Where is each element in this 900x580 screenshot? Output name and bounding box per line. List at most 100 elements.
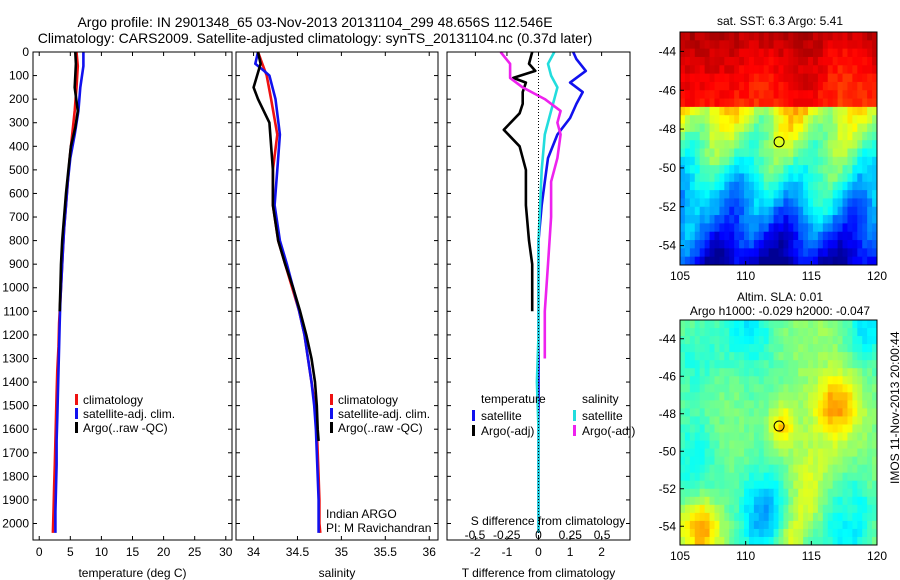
sla-map-cell xyxy=(793,456,799,466)
sst-map-cell xyxy=(709,98,715,108)
sla-map-cell xyxy=(758,488,765,498)
salinity-x-tick-label: 36 xyxy=(423,545,437,559)
sst-map-cell xyxy=(729,223,735,233)
sst-map-cell xyxy=(744,98,750,108)
sst-map-cell xyxy=(744,40,750,50)
sla-map-cell xyxy=(847,496,853,506)
sst-map-cell xyxy=(872,173,878,183)
sst-map-cell xyxy=(753,240,760,249)
sst-map-cell xyxy=(857,148,863,158)
sla-map-cell xyxy=(778,448,784,458)
sla-map-cell xyxy=(837,536,843,546)
sla-map-cell xyxy=(788,392,794,401)
sst-map-cell xyxy=(684,206,691,216)
sla-map-cell xyxy=(734,496,740,506)
sla-map-cell xyxy=(739,320,745,329)
depth-tick-label: 500 xyxy=(9,163,29,177)
sla-map-cell xyxy=(862,392,868,401)
sst-map-cell xyxy=(832,215,838,224)
sst-map-cell xyxy=(778,248,784,258)
sla-map-cell xyxy=(788,504,794,514)
sla-map-cell xyxy=(709,432,715,441)
sst-map-cell xyxy=(724,131,730,141)
sst-map-cell xyxy=(827,98,834,108)
sst-map-cell xyxy=(773,123,779,133)
sst-map-cell xyxy=(783,165,789,174)
temperature-legend-label: Argo(..raw -QC) xyxy=(83,421,168,435)
sst-map-cell xyxy=(847,90,853,99)
sst-map-cell xyxy=(837,223,843,233)
sst-map-cell xyxy=(768,173,774,183)
sst-map-cell xyxy=(867,98,873,108)
sst-map-cell xyxy=(837,256,843,266)
sla-map-cell xyxy=(817,520,824,530)
sla-map-cell xyxy=(827,384,834,393)
sst-map-cell xyxy=(729,56,735,66)
sla-map-cell xyxy=(827,528,834,538)
sla-map-cell xyxy=(689,328,696,337)
sla-map-cell xyxy=(867,368,873,377)
sst-map-cell xyxy=(793,248,799,258)
sst-map-cell xyxy=(847,223,853,233)
sst-map-cell xyxy=(699,48,706,58)
sst-map-cell xyxy=(793,40,799,50)
sst-map-cell xyxy=(822,123,829,133)
sst-map-cell xyxy=(684,65,691,75)
sst-map-cell xyxy=(778,165,784,174)
sla-map-cell xyxy=(758,424,765,433)
sla-map-cell xyxy=(862,472,868,482)
sst-map-cell xyxy=(680,140,686,149)
sla-map-cell xyxy=(768,328,774,337)
sst-map-cell xyxy=(729,215,735,224)
sla-map-cell xyxy=(867,536,873,546)
sst-map-cell xyxy=(753,106,760,116)
sla-map-cell xyxy=(808,328,814,337)
sla-map-cell xyxy=(798,376,804,385)
sla-map-cell xyxy=(773,368,779,377)
sla-map-cell xyxy=(778,432,784,441)
sla-map-cell xyxy=(793,416,799,425)
sla-map-cell xyxy=(803,376,809,385)
sla-map-cell xyxy=(803,360,809,369)
sst-map-cell xyxy=(768,231,774,241)
sla-map-cell xyxy=(724,496,730,506)
sla-map-cell xyxy=(832,504,838,514)
sla-map-cell xyxy=(758,440,765,449)
sla-map-cell xyxy=(788,488,794,498)
sst-map-cell xyxy=(837,106,843,116)
sla-map-cell xyxy=(847,472,853,482)
sla-map-cell xyxy=(837,472,843,482)
sla-map-cell xyxy=(827,480,834,490)
sst-map-cell xyxy=(724,81,730,91)
sla-map-cell xyxy=(803,320,809,329)
sla-map-cell xyxy=(768,320,774,329)
sla-map-cell xyxy=(778,336,784,345)
sla-map-cell xyxy=(719,408,725,417)
sla-map-cell xyxy=(788,416,794,425)
sla-map-cell xyxy=(758,408,765,417)
sst-map-cell xyxy=(778,240,784,249)
sla-map-cell xyxy=(783,528,789,538)
sst-map-cell xyxy=(842,165,848,174)
sst-map-cell xyxy=(724,165,730,174)
sst-map-cell xyxy=(744,248,750,258)
sla-map-cell xyxy=(778,488,784,498)
sla-map-cell xyxy=(704,392,710,401)
sst-map-cell xyxy=(689,32,696,41)
sla-map-cell xyxy=(763,480,770,490)
sla-map-cell xyxy=(803,336,809,345)
sla-map-cell xyxy=(753,448,760,458)
sla-map-cell xyxy=(783,464,789,474)
sst-map-cell xyxy=(862,106,868,116)
sst-map-cell xyxy=(867,81,873,91)
sst-map-cell xyxy=(793,223,799,233)
sla-map-cell xyxy=(768,520,774,530)
sla-map-cell xyxy=(714,440,720,449)
sst-map-cell xyxy=(768,106,774,116)
sst-map-cell xyxy=(832,206,838,216)
sla-map-cell xyxy=(867,448,873,458)
sst-map-cell xyxy=(862,223,868,233)
sst-map-cell xyxy=(872,206,878,216)
sla-map-cell xyxy=(872,440,878,449)
sla-map-cell xyxy=(817,464,824,474)
